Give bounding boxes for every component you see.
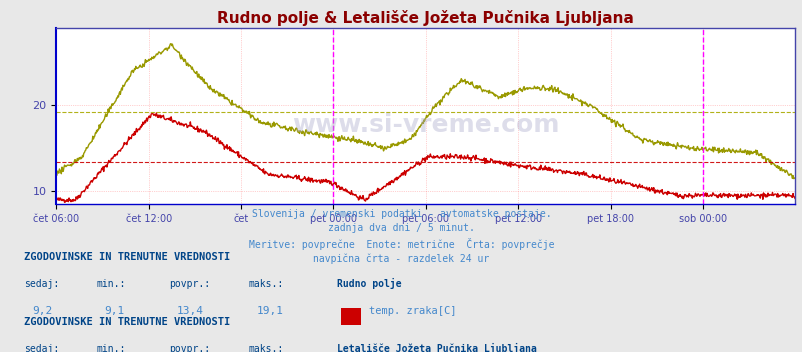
Text: www.si-vreme.com: www.si-vreme.com [291, 113, 559, 137]
Text: 9,1: 9,1 [104, 306, 124, 315]
Text: 9,2: 9,2 [32, 306, 52, 315]
Text: povpr.:: povpr.: [168, 279, 209, 289]
Text: ZGODOVINSKE IN TRENUTNE VREDNOSTI: ZGODOVINSKE IN TRENUTNE VREDNOSTI [24, 318, 230, 327]
Text: ZGODOVINSKE IN TRENUTNE VREDNOSTI: ZGODOVINSKE IN TRENUTNE VREDNOSTI [24, 252, 230, 262]
Text: sedaj:: sedaj: [24, 344, 59, 352]
Text: maks.:: maks.: [249, 279, 284, 289]
Text: Letališče Jožeta Pučnika Ljubljana: Letališče Jožeta Pučnika Ljubljana [337, 343, 537, 352]
Title: Rudno polje & Letališče Jožeta Pučnika Ljubljana: Rudno polje & Letališče Jožeta Pučnika L… [217, 10, 634, 26]
FancyBboxPatch shape [341, 308, 361, 325]
Text: sedaj:: sedaj: [24, 279, 59, 289]
Text: 19,1: 19,1 [257, 306, 284, 315]
Text: Slovenija / vremenski podatki - avtomatske postaje.
zadnja dva dni / 5 minut.
Me: Slovenija / vremenski podatki - avtomats… [249, 209, 553, 264]
Text: povpr.:: povpr.: [168, 344, 209, 352]
Text: temp. zraka[C]: temp. zraka[C] [369, 306, 456, 315]
Text: 13,4: 13,4 [176, 306, 204, 315]
Text: min.:: min.: [96, 344, 126, 352]
Text: maks.:: maks.: [249, 344, 284, 352]
Text: min.:: min.: [96, 279, 126, 289]
Text: Rudno polje: Rudno polje [337, 278, 401, 289]
